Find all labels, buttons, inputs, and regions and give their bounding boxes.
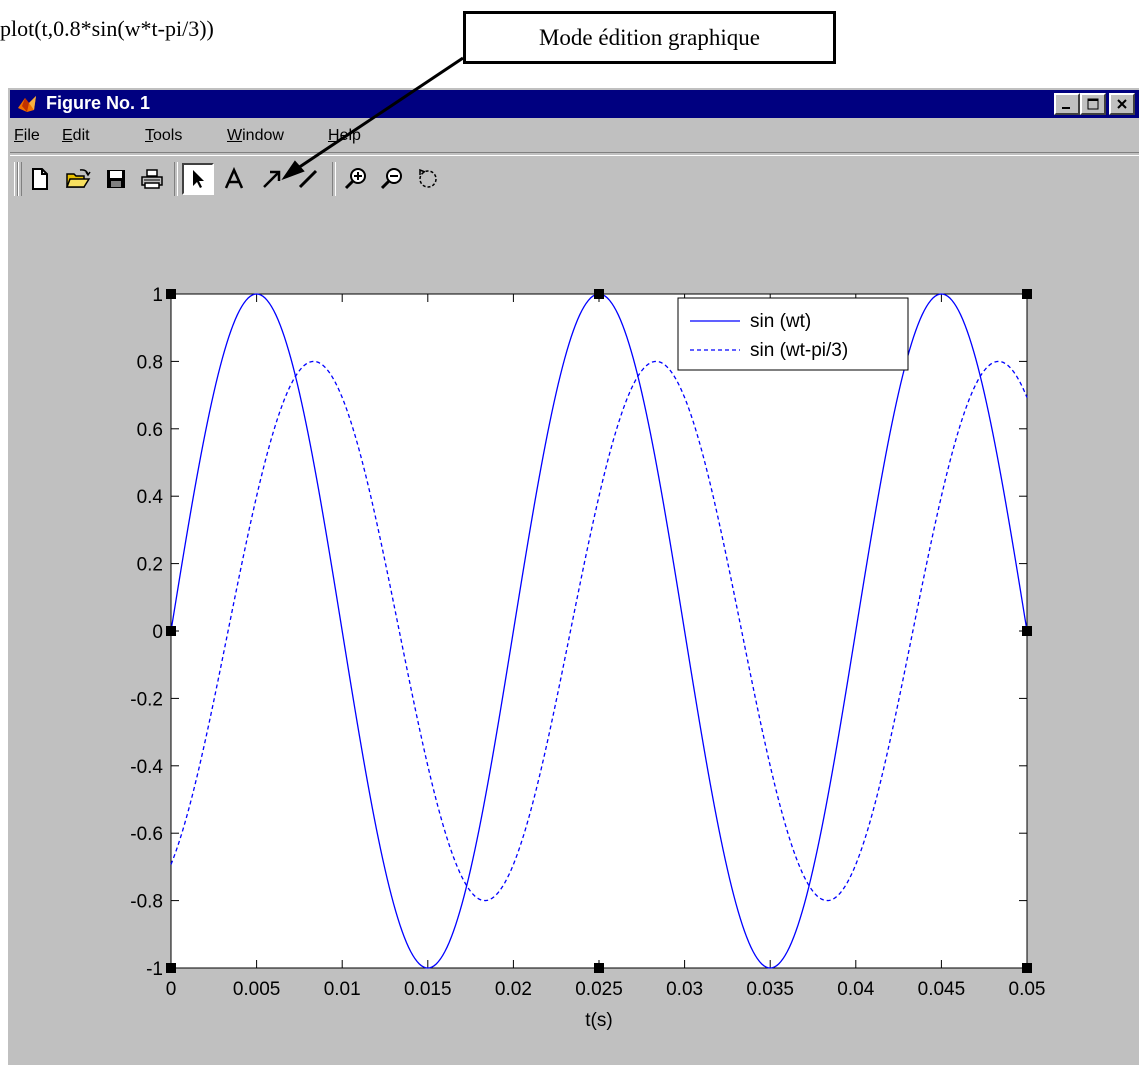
window-controls	[1054, 93, 1135, 115]
figure-window: Figure No. 1 File Edit Tools Window Help	[6, 86, 1139, 1065]
toolbar-divider-2	[332, 162, 336, 196]
axes-background	[170, 293, 1028, 969]
menu-window-mnemonic: W	[227, 127, 243, 144]
x-tick-label: 0.015	[404, 979, 452, 1000]
insert-text-button[interactable]	[218, 163, 250, 195]
menu-edit[interactable]: Edit	[62, 127, 90, 145]
selection-handle[interactable]	[1022, 626, 1032, 636]
menu-edit-label: dit	[72, 127, 90, 144]
menu-edit-mnemonic: E	[62, 127, 73, 144]
axis-ticks: 0 0.005 0.01 0.015 0.02 0.025 0.03 0.035 0.04 0.0…	[130, 285, 1045, 1000]
menu-file-mnemonic: F	[14, 127, 24, 144]
insert-text-icon	[224, 167, 244, 189]
selection-handle[interactable]	[166, 963, 176, 973]
toolbar-grip[interactable]	[14, 162, 18, 196]
maximize-icon	[1087, 98, 1099, 110]
toolbar-divider	[174, 162, 178, 196]
plot-area[interactable]: 0 0.005 0.01 0.015 0.02 0.025 0.03 0.035 0.04 0.0…	[8, 88, 1139, 1067]
maximize-button[interactable]	[1080, 93, 1106, 115]
legend-label-1: sin (wt-pi/3)	[750, 340, 848, 361]
y-tick-label: 0.4	[137, 487, 164, 508]
window-title: Figure No. 1	[46, 93, 151, 113]
series-line-1[interactable]	[170, 360, 1028, 902]
legend-label-0: sin (wt)	[750, 311, 811, 332]
y-tick-label: -0.8	[130, 892, 163, 913]
x-tick-label: 0.045	[918, 979, 966, 1000]
selection-handle[interactable]	[594, 289, 604, 299]
selection-handle[interactable]	[1022, 289, 1032, 299]
callout-label: Mode édition graphique	[463, 11, 836, 64]
x-tick-label: 0.05	[1009, 979, 1046, 1000]
menu-tools-mnemonic: T	[145, 127, 153, 144]
open-button[interactable]	[62, 163, 94, 195]
menu-tools-label: ools	[153, 127, 183, 144]
save-icon	[107, 170, 125, 188]
y-tick-label: 1	[152, 285, 163, 306]
x-axis-label: t(s)	[585, 1010, 612, 1031]
y-tick-label: 0	[152, 622, 163, 643]
x-tick-label: 0.04	[837, 979, 874, 1000]
selection-handles	[166, 289, 1032, 973]
x-tick-label: 0.025	[575, 979, 623, 1000]
print-icon	[141, 169, 163, 189]
edit-plot-button[interactable]	[182, 163, 214, 195]
minimize-button[interactable]	[1054, 93, 1080, 115]
menu-window-label: indow	[242, 127, 284, 144]
callout-text: Mode édition graphique	[538, 24, 760, 50]
x-tick-label: 0.005	[233, 979, 281, 1000]
matlab-icon	[18, 96, 36, 112]
y-tick-label: 0.2	[137, 555, 163, 576]
menu-file-label: ile	[23, 127, 40, 144]
y-tick-label: -0.2	[130, 689, 163, 710]
print-button[interactable]	[136, 163, 168, 195]
toolbar-grip-2[interactable]	[18, 162, 22, 196]
open-folder-icon	[65, 169, 91, 188]
code-caption: plot(t,0.8*sin(w*t-pi/3))	[0, 16, 214, 41]
menu-bar: File Edit Tools Window Help	[10, 122, 1139, 150]
x-tick-label: 0.03	[666, 979, 703, 1000]
close-icon	[1117, 99, 1127, 109]
menu-file[interactable]: File	[14, 127, 40, 145]
y-tick-label: -0.6	[130, 824, 163, 845]
edit-plot-arrow-icon	[193, 170, 204, 188]
selection-handle[interactable]	[166, 289, 176, 299]
y-tick-label: 0.8	[137, 352, 163, 373]
x-tick-label: 0.035	[746, 979, 794, 1000]
x-tick-label: 0	[166, 979, 177, 1000]
menu-tools[interactable]: Tools	[145, 127, 182, 145]
save-button[interactable]	[100, 163, 132, 195]
y-tick-label: -0.4	[130, 757, 163, 778]
new-figure-button[interactable]	[24, 163, 56, 195]
title-bar[interactable]: Figure No. 1	[10, 90, 1139, 118]
menu-window[interactable]: Window	[227, 127, 284, 145]
legend-box[interactable]	[677, 297, 909, 371]
insert-arrow-button[interactable]	[256, 163, 288, 195]
x-tick-label: 0.01	[324, 979, 361, 1000]
minimize-icon	[1062, 107, 1070, 109]
y-tick-label: 0.6	[137, 420, 163, 441]
selection-handle[interactable]	[1022, 963, 1032, 973]
y-tick-label: -1	[146, 959, 163, 980]
x-tick-label: 0.02	[495, 979, 532, 1000]
legend[interactable]: sin (wt) sin (wt-pi/3)	[677, 297, 909, 371]
new-figure-icon	[32, 168, 48, 190]
insert-arrow-icon	[263, 170, 281, 188]
selection-handle[interactable]	[166, 626, 176, 636]
menu-separator	[10, 152, 1139, 156]
close-button[interactable]	[1109, 93, 1135, 115]
selection-handle[interactable]	[594, 963, 604, 973]
